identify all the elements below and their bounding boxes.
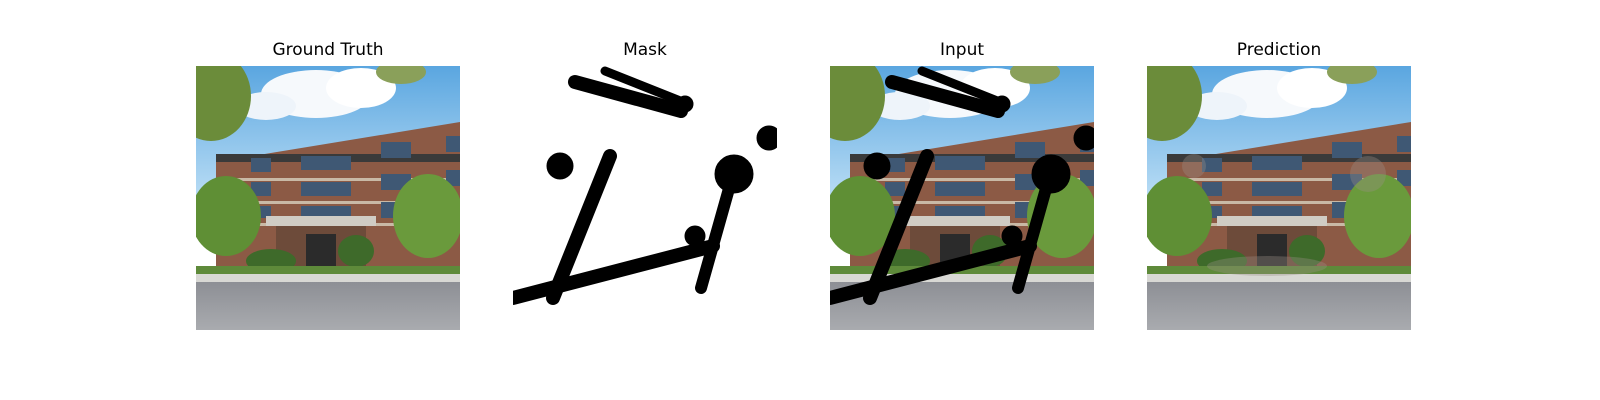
input-image: [830, 66, 1094, 330]
input-title: Input: [939, 40, 985, 60]
mask-title: Mask: [623, 40, 667, 60]
prediction-image: [1147, 66, 1411, 330]
ground-truth-title: Ground Truth: [272, 40, 384, 60]
mask-image: [513, 66, 777, 330]
ground-truth-image: [196, 66, 460, 330]
prediction-title: Prediction: [1236, 40, 1322, 60]
